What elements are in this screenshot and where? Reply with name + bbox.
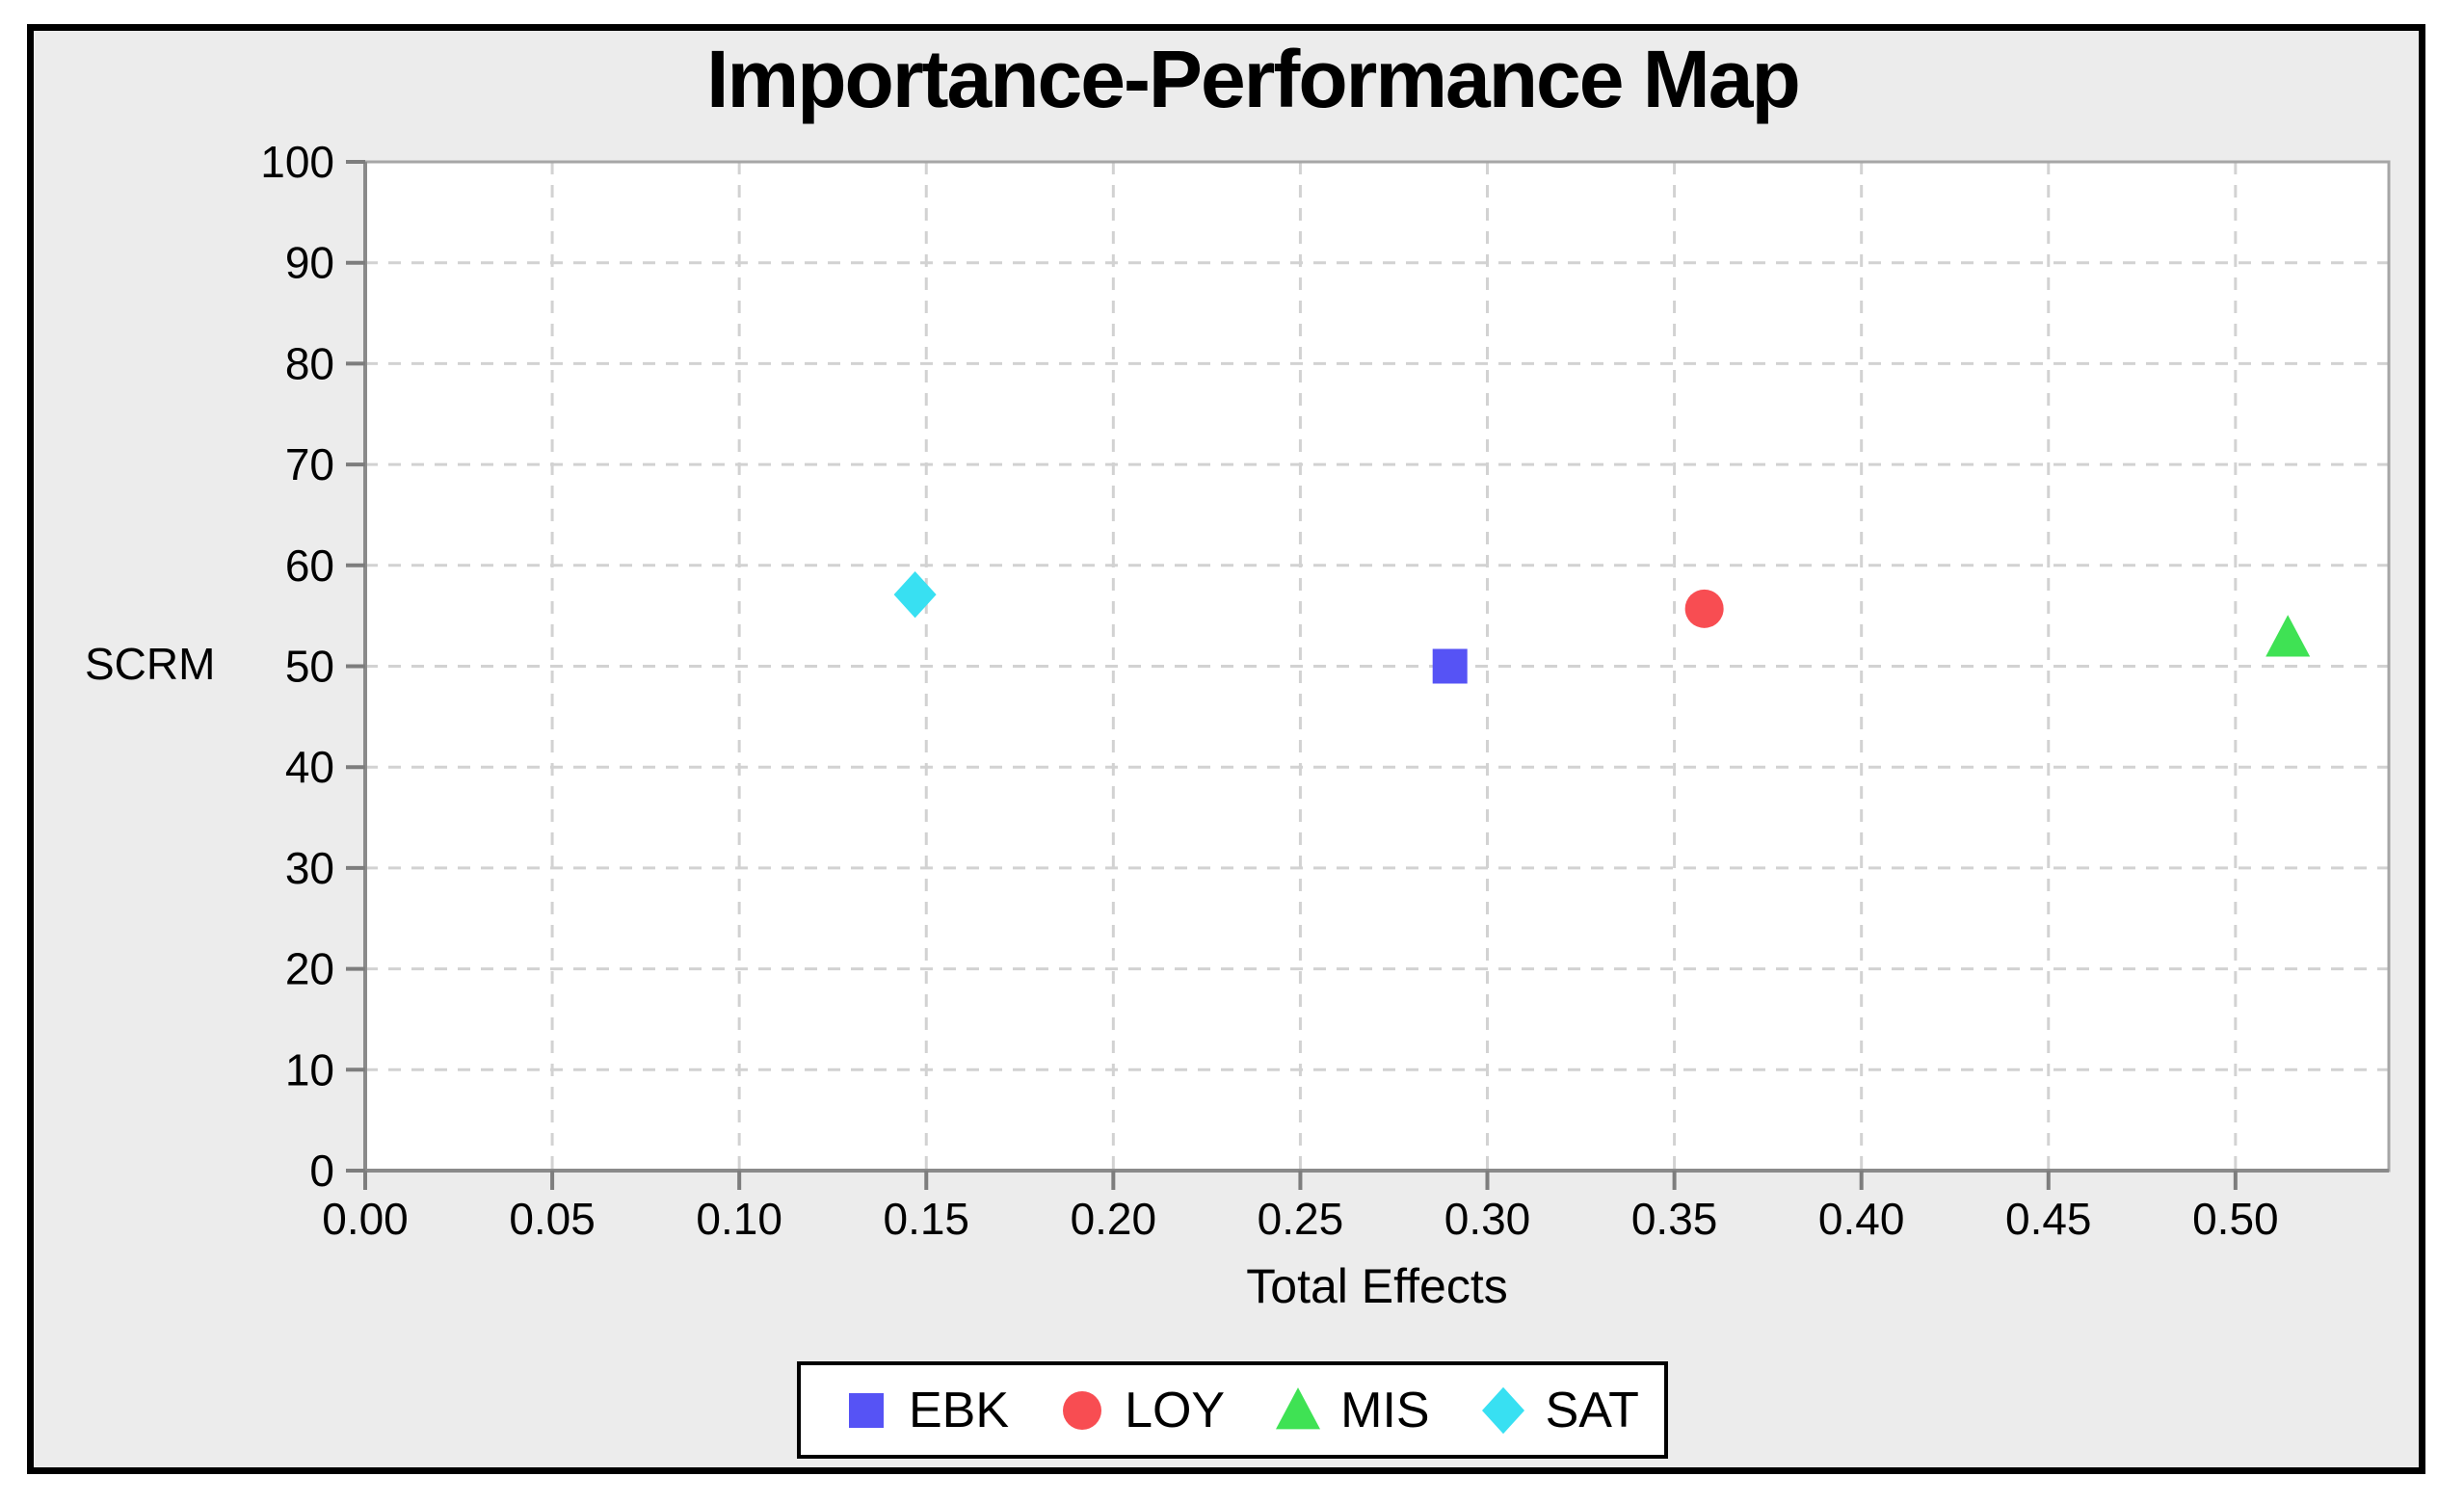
legend-label: MIS bbox=[1340, 1382, 1430, 1438]
legend-label: EBK bbox=[909, 1382, 1010, 1438]
y-tick-label: 30 bbox=[285, 843, 334, 893]
x-tick-label: 0.05 bbox=[509, 1194, 596, 1244]
chart-title: Importance-Performance Map bbox=[706, 34, 1801, 124]
x-tick-label: 0.00 bbox=[322, 1194, 409, 1244]
legend-swatch-ebk bbox=[849, 1392, 884, 1428]
legend: EBK LOY MIS SAT bbox=[797, 1361, 1668, 1459]
legend-item-sat: SAT bbox=[1480, 1382, 1639, 1439]
legend-item-ebk: EBK bbox=[843, 1382, 1009, 1439]
x-tick-label: 0.20 bbox=[1071, 1194, 1157, 1244]
x-tick-label: 0.15 bbox=[883, 1194, 969, 1244]
diamond-marker-icon bbox=[1481, 1386, 1524, 1434]
x-tick-label: 0.25 bbox=[1258, 1194, 1344, 1244]
triangle-marker-icon bbox=[1276, 1386, 1321, 1429]
square-marker-icon bbox=[849, 1392, 884, 1428]
x-tick-label: 0.35 bbox=[1631, 1194, 1718, 1244]
x-tick-label: 0.40 bbox=[1818, 1194, 1905, 1244]
y-tick-label: 100 bbox=[260, 137, 334, 187]
legend-item-loy: LOY bbox=[1059, 1382, 1225, 1439]
legend-item-mis: MIS bbox=[1275, 1382, 1430, 1439]
legend-swatch-mis bbox=[1276, 1386, 1321, 1429]
plot-background bbox=[365, 162, 2389, 1171]
y-tick-label: 20 bbox=[285, 944, 334, 994]
y-tick-label: 50 bbox=[285, 642, 334, 692]
data-point-ebk bbox=[1432, 648, 1468, 684]
y-tick-label: 0 bbox=[309, 1146, 334, 1196]
x-axis-title: Total Effects bbox=[1246, 1259, 1508, 1313]
legend-label: SAT bbox=[1545, 1382, 1639, 1438]
circle-marker-icon bbox=[1063, 1390, 1102, 1430]
x-tick-label: 0.50 bbox=[2192, 1194, 2279, 1244]
legend-label: LOY bbox=[1125, 1382, 1226, 1438]
y-tick-label: 90 bbox=[285, 238, 334, 288]
data-point-mis bbox=[2265, 615, 2311, 657]
x-tick-label: 0.45 bbox=[2005, 1194, 2092, 1244]
legend-swatch-loy bbox=[1063, 1390, 1102, 1430]
data-point-loy bbox=[1684, 589, 1724, 628]
y-tick-label: 10 bbox=[285, 1044, 334, 1094]
x-tick-label: 0.30 bbox=[1444, 1194, 1531, 1244]
y-axis-title: SCRM bbox=[85, 639, 216, 689]
y-tick-label: 40 bbox=[285, 742, 334, 792]
legend-swatch-sat bbox=[1481, 1386, 1524, 1434]
y-tick-label: 70 bbox=[285, 439, 334, 489]
x-tick-label: 0.10 bbox=[696, 1194, 782, 1244]
data-point-sat bbox=[893, 570, 937, 619]
y-tick-label: 80 bbox=[285, 338, 334, 388]
y-tick-label: 60 bbox=[285, 541, 334, 591]
